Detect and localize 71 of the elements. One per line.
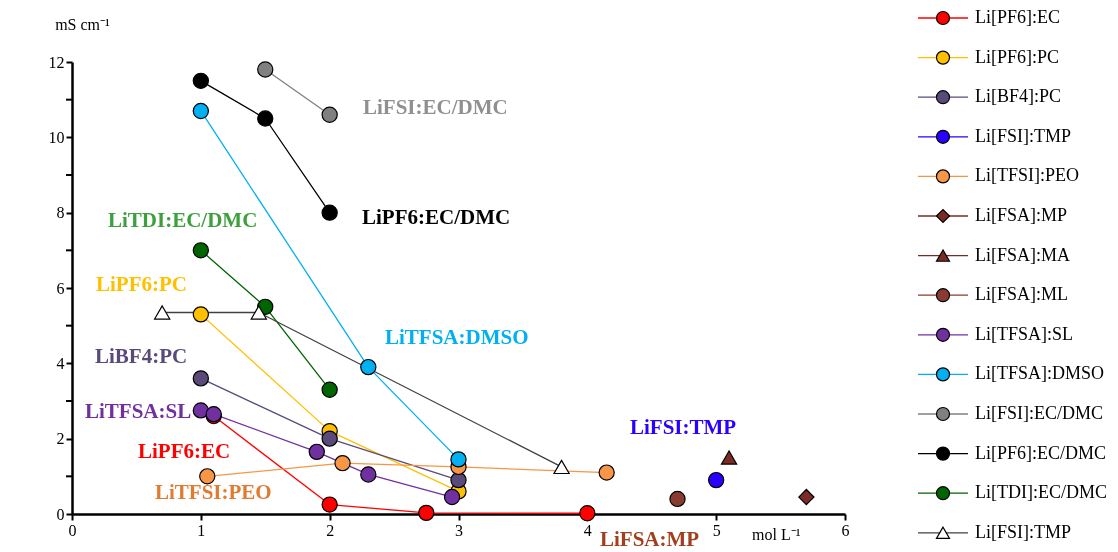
- y-tick-label: 6: [56, 279, 65, 297]
- y-axis-title: mS cm⁻¹: [55, 15, 111, 33]
- annotation: LiFSI:TMP: [630, 415, 737, 439]
- point: [192, 370, 210, 387]
- x-tick-label: 0: [68, 521, 77, 539]
- x-tick-label: 4: [583, 521, 592, 539]
- legend-label: Li[PF6]:EC: [975, 7, 1061, 27]
- legend-label: Li[TFSA]:SL: [975, 323, 1074, 344]
- y-tick-label: 2: [56, 430, 65, 448]
- point: [334, 454, 351, 472]
- annotation: LiTFSA:SL: [85, 399, 192, 423]
- point: [321, 430, 338, 447]
- legend-label: Li[FSA]:ML: [975, 284, 1069, 305]
- legend-label: Li[FSI]:TMP: [975, 125, 1072, 146]
- annotation: LiPF6:EC: [138, 439, 231, 463]
- point: [669, 490, 686, 508]
- point: [321, 496, 338, 513]
- annotation: LiFSI:EC/DMC: [363, 95, 508, 119]
- annotation: LiTFSA:DMSO: [385, 325, 529, 349]
- legend-label: Li[BF4]:PC: [975, 86, 1062, 107]
- legend-label: Li[TFSA]:DMSO: [975, 363, 1105, 384]
- point: [598, 464, 615, 481]
- legend-label: Li[TFSI]:PEO: [975, 165, 1080, 186]
- point: [360, 466, 377, 483]
- y-tick-label: 10: [48, 128, 65, 146]
- text: LiFSA:MP: [600, 527, 700, 551]
- point: [257, 110, 274, 127]
- y-tick-label: 8: [56, 204, 65, 222]
- point: [553, 459, 570, 475]
- point: [250, 305, 267, 320]
- point: [192, 102, 210, 120]
- point: [308, 443, 325, 461]
- point: [192, 242, 210, 259]
- point: [707, 471, 725, 489]
- point: [450, 451, 467, 468]
- y-tick-label: 0: [56, 505, 65, 523]
- y-tick-label: 4: [56, 354, 65, 372]
- point: [321, 204, 338, 221]
- x-tick-label: 6: [841, 521, 850, 539]
- x-tick-label: 2: [326, 521, 335, 539]
- legend-label: Li[FSI]:TMP: [975, 521, 1072, 542]
- point: [360, 358, 377, 376]
- annotation: LiPF6:PC: [96, 272, 187, 296]
- legend-label: Li[TDI]:EC/DMC: [975, 482, 1107, 503]
- point: [720, 450, 738, 465]
- y-tick-label: 12: [48, 53, 65, 71]
- point: [154, 305, 171, 320]
- point: [257, 61, 274, 78]
- point: [321, 381, 338, 398]
- point: [418, 504, 435, 522]
- annotation: LiTFSI:PEO: [155, 480, 272, 504]
- point: [192, 306, 210, 323]
- x-tick-label: 5: [712, 521, 721, 539]
- legend-label: Li[FSA]:MA: [975, 244, 1071, 265]
- legend-label: Li[PF6]:PC: [975, 46, 1060, 67]
- x-tick-label: 3: [455, 521, 463, 539]
- legend-label: Li[FSA]:MP: [975, 205, 1068, 225]
- point: [579, 505, 596, 522]
- point: [199, 468, 216, 485]
- x-tick-label: 1: [197, 521, 206, 539]
- annotation: LiTDI:EC/DMC: [108, 208, 258, 232]
- point: [192, 72, 210, 89]
- annotation: LiPF6:EC/DMC: [362, 205, 511, 229]
- point: [798, 488, 815, 506]
- point: [443, 488, 461, 506]
- point: [321, 106, 338, 123]
- legend-label: Li[PF6]:EC/DMC: [975, 442, 1107, 463]
- annotation: LiBF4:PC: [95, 344, 188, 368]
- x-axis-title: mol L⁻¹: [752, 525, 801, 543]
- point: [192, 402, 210, 419]
- legend-label: Li[FSI]:EC/DMC: [975, 403, 1104, 423]
